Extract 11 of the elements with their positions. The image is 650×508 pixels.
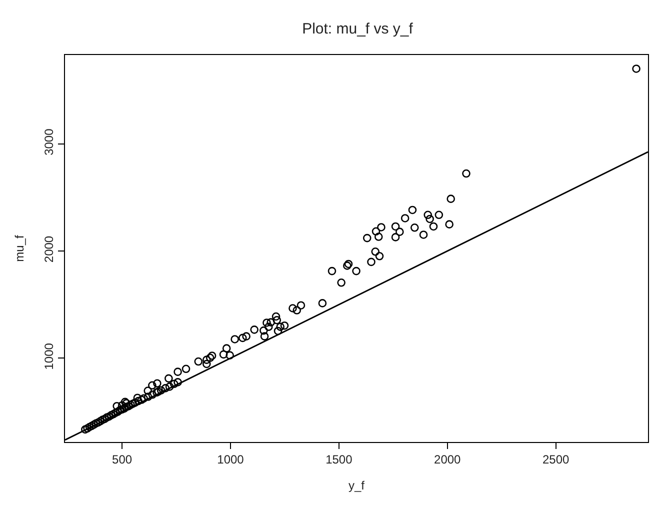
y-tick-label: 3000: [42, 128, 56, 156]
chart-title: Plot: mu_f vs y_f: [302, 20, 414, 38]
x-tick-label: 1500: [326, 452, 353, 466]
x-tick-label: 500: [112, 452, 132, 466]
x-tick-label: 2500: [542, 452, 570, 466]
y-tick-label: 2000: [42, 236, 56, 263]
x-tick-label: 1000: [217, 452, 244, 466]
x-axis-title: y_f: [348, 478, 366, 492]
y-tick-label: 1000: [42, 342, 56, 370]
y-axis-title: mu_f: [12, 234, 26, 262]
x-tick-label: 2000: [434, 452, 462, 466]
